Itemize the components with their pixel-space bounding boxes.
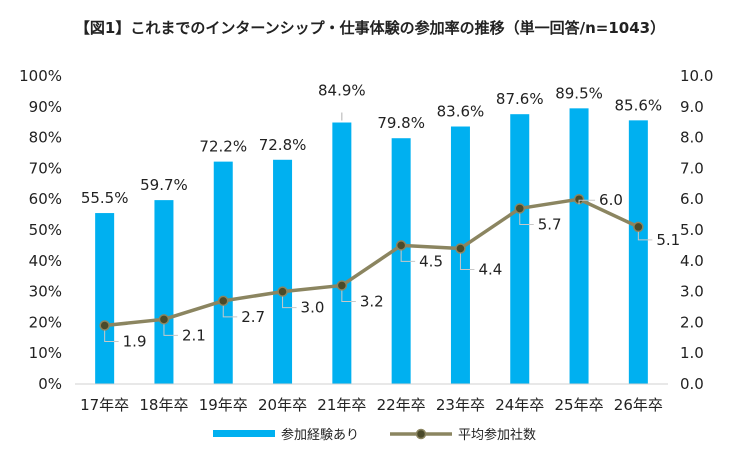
line-label-leader <box>222 305 238 318</box>
right-axis-tick-label: 6.0 <box>680 190 704 208</box>
line-point <box>158 314 170 325</box>
line-point <box>277 286 288 297</box>
line-label-leader <box>400 250 416 262</box>
line-data-label: 5.7 <box>538 215 562 233</box>
line-label-leader <box>163 324 178 336</box>
x-axis-tick-label: 18年卒 <box>139 396 188 414</box>
line-point <box>514 203 525 214</box>
line-label-leader <box>519 213 534 225</box>
bar <box>213 161 233 384</box>
right-axis-tick-label: 7.0 <box>680 159 704 177</box>
line-label-leader <box>341 290 356 302</box>
x-axis-tick-label: 21年卒 <box>317 396 366 414</box>
right-axis: 0.0 1.0 2.0 3.0 4.0 5.0 6.0 7.0 8.0 9.0 10.0 <box>680 67 713 393</box>
right-axis-tick-label: 5.0 <box>680 221 704 239</box>
bar-data-label: 87.6% <box>496 90 544 108</box>
right-axis-tick-label: 10.0 <box>680 67 713 85</box>
left-axis: 0% 10% 20% 30% 40% 50% 60% 70% 80% 90% 100% <box>19 67 62 393</box>
bar <box>510 114 530 384</box>
legend: 参加経験あり 平均参加社数 <box>213 427 536 443</box>
bar <box>332 122 352 385</box>
line-point <box>99 320 110 331</box>
bar-labels: 55.5% 59.7% 72.2% 72.8% 84.9% 79.8% 83.6% 87.6%… <box>81 82 662 208</box>
bar <box>95 213 115 384</box>
right-axis-tick-label: 3.0 <box>680 283 704 301</box>
line-label-leader <box>282 296 297 309</box>
x-axis-tick-label: 25年卒 <box>555 396 604 414</box>
line-label-leader <box>578 199 596 205</box>
left-axis-tick-label: 0% <box>38 375 62 393</box>
right-axis-tick-label: 2.0 <box>680 313 704 331</box>
line-data-label: 4.5 <box>419 252 443 270</box>
left-axis-tick-label: 90% <box>29 98 62 116</box>
bar-data-label: 72.8% <box>259 136 307 154</box>
left-axis-tick-label: 60% <box>29 190 62 208</box>
line-path <box>104 197 640 328</box>
bar <box>569 108 589 384</box>
left-axis-tick-label: 40% <box>29 252 62 270</box>
bar-data-label: 83.6% <box>437 103 485 121</box>
line-label-leader <box>637 231 653 241</box>
legend-line-label: 平均参加社数 <box>458 427 536 443</box>
x-axis-tick-label: 19年卒 <box>199 396 248 414</box>
bar <box>273 159 293 384</box>
bar-data-label: 89.5% <box>555 84 603 102</box>
bar-data-label: 84.9% <box>318 82 366 100</box>
line-data-label: 2.7 <box>241 308 265 326</box>
bar-data-label: 55.5% <box>81 189 129 207</box>
bar-data-label: 72.2% <box>199 138 247 156</box>
left-axis-tick-label: 100% <box>19 67 62 85</box>
x-axis-tick-label: 23年卒 <box>436 396 485 414</box>
line-data-label: 3.0 <box>301 299 325 317</box>
line-data-label: 1.9 <box>123 332 147 350</box>
line-label-leader <box>104 330 119 342</box>
legend-bar-swatch <box>213 430 275 437</box>
line-data-label: 4.4 <box>478 260 502 278</box>
line-point <box>336 280 348 291</box>
line-data-label: 2.1 <box>182 326 206 344</box>
legend-line-marker <box>415 428 427 440</box>
bar <box>154 200 174 384</box>
bar-data-label: 85.6% <box>615 96 663 114</box>
line-label-leader <box>459 253 475 270</box>
bar-data-label: 59.7% <box>140 176 188 194</box>
x-axis-tick-label: 26年卒 <box>614 396 663 414</box>
x-axis: 17年卒 18年卒 19年卒 20年卒 21年卒 22年卒 23年卒 24年卒 25年卒 26年卒 <box>75 383 668 414</box>
line-point <box>218 295 229 307</box>
line-point <box>455 243 466 254</box>
legend-bar-label: 参加経験あり <box>281 427 359 443</box>
right-axis-tick-label: 0.0 <box>680 375 704 393</box>
left-axis-tick-label: 70% <box>29 159 62 177</box>
x-axis-tick-label: 20年卒 <box>258 396 307 414</box>
line-data-label: 5.1 <box>656 231 680 249</box>
left-axis-tick-label: 30% <box>29 283 62 301</box>
line-labels: 1.9 2.1 2.7 3.0 3.2 4.5 4.4 5.7 6.0 5.1 <box>104 191 680 350</box>
line-series <box>99 193 644 331</box>
bar <box>628 120 648 385</box>
line-point <box>633 221 644 233</box>
line-data-label: 6.0 <box>599 191 623 209</box>
right-axis-tick-label: 9.0 <box>680 98 704 116</box>
left-axis-tick-label: 80% <box>29 129 62 147</box>
right-axis-tick-label: 1.0 <box>680 344 704 362</box>
line-point <box>395 240 407 251</box>
x-axis-tick-label: 22年卒 <box>377 396 426 414</box>
left-axis-tick-label: 10% <box>29 344 62 362</box>
left-axis-tick-label: 20% <box>29 313 62 331</box>
x-axis-tick-label: 17年卒 <box>80 396 129 414</box>
bar-data-label: 79.8% <box>377 114 425 132</box>
x-axis-tick-label: 24年卒 <box>495 396 544 414</box>
right-axis-tick-label: 8.0 <box>680 129 704 147</box>
right-axis-tick-label: 4.0 <box>680 252 704 270</box>
line-data-label: 3.2 <box>360 292 384 310</box>
chart-title: 【図1】これまでのインターンシップ・仕事体験の参加率の推移（単一回答/n=104… <box>75 19 665 37</box>
left-axis-tick-label: 50% <box>29 221 62 239</box>
bar-series <box>95 108 648 385</box>
